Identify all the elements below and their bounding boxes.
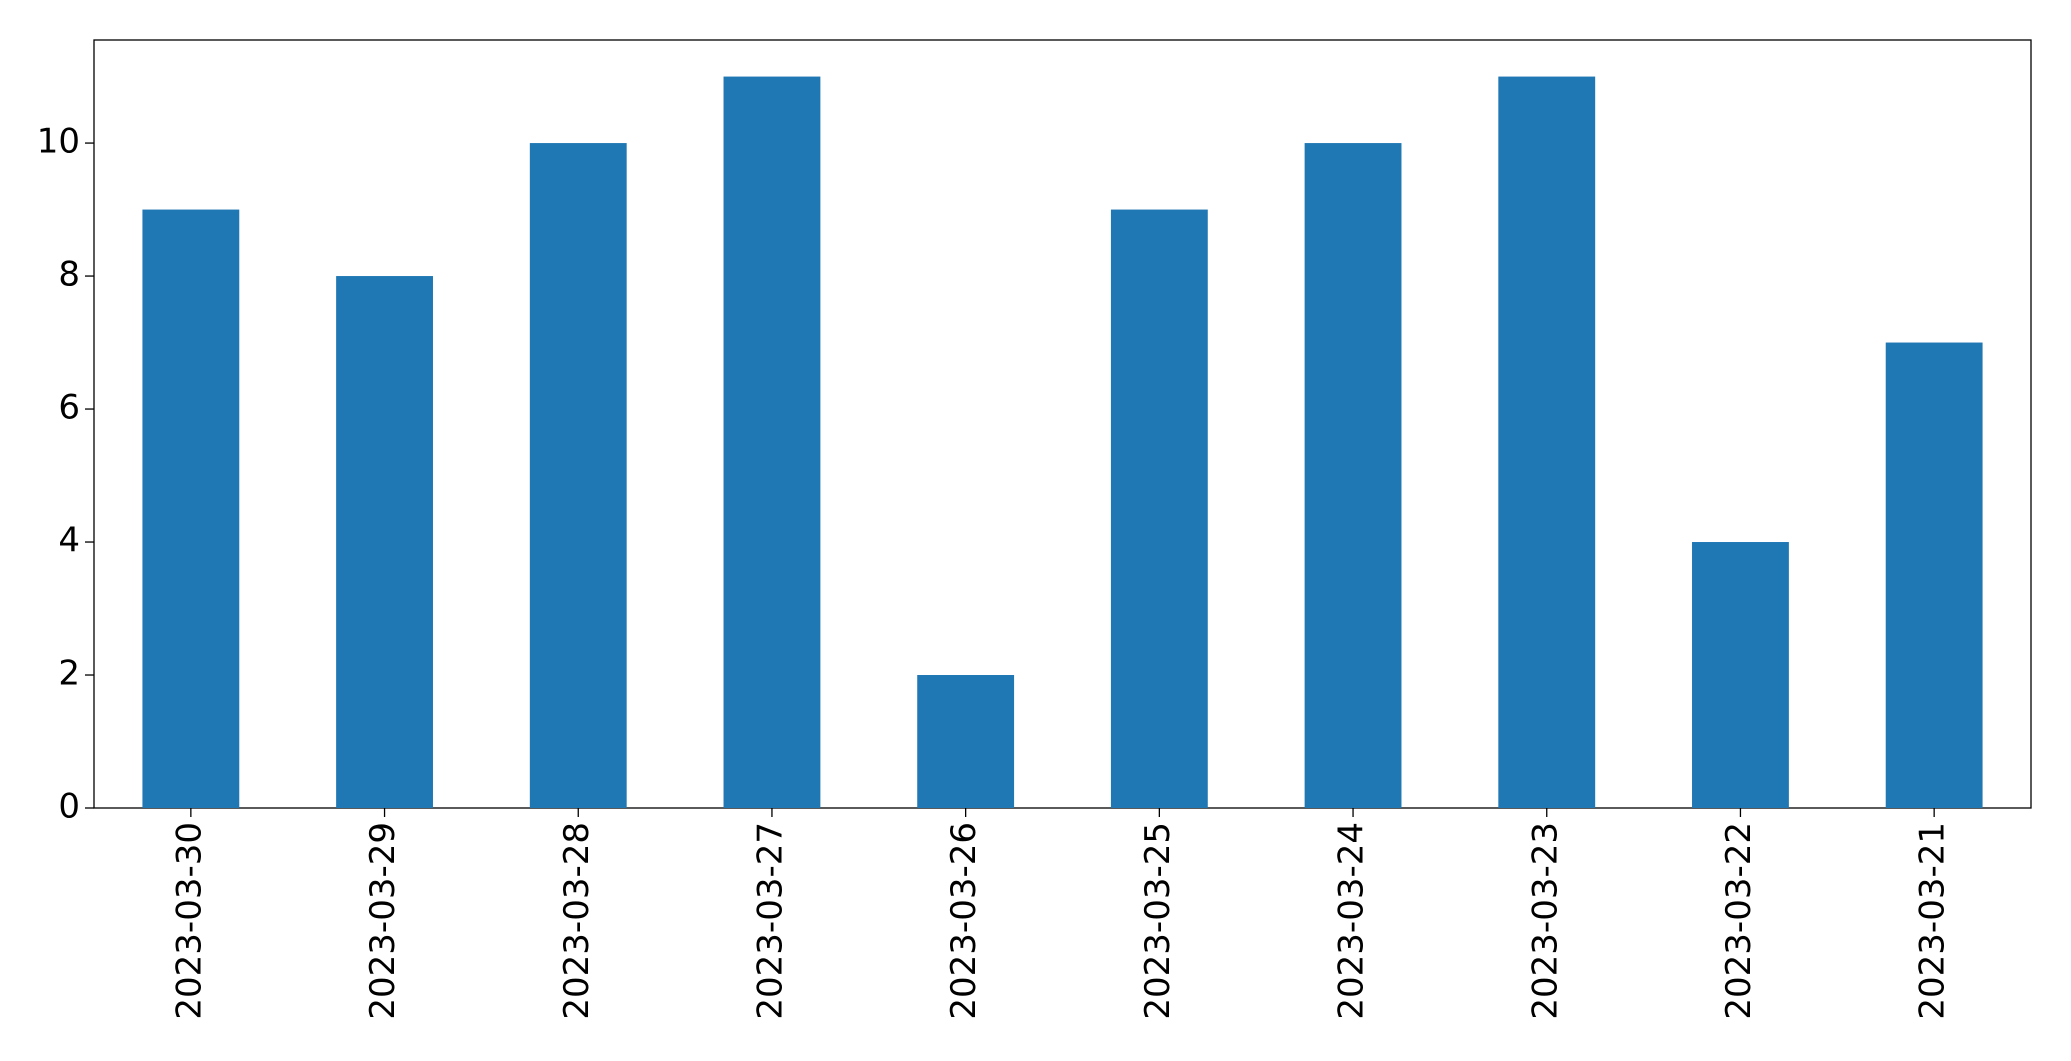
x-tick-label: 2023-03-26	[944, 822, 984, 1020]
y-tick-label: 2	[58, 654, 80, 694]
y-tick-label: 10	[37, 122, 80, 162]
bar	[142, 209, 240, 808]
bar	[723, 76, 821, 809]
x-tick-label: 2023-03-28	[557, 822, 597, 1020]
y-tick-label: 4	[58, 521, 80, 561]
x-tick-label: 2023-03-24	[1332, 822, 1372, 1020]
bar	[529, 143, 627, 808]
bar	[1692, 542, 1789, 808]
bar	[1885, 342, 1983, 808]
bar	[917, 675, 1015, 808]
bar	[1110, 209, 1208, 808]
bar	[336, 276, 433, 808]
x-tick-label: 2023-03-29	[363, 822, 403, 1020]
x-tick-label: 2023-03-30	[169, 822, 209, 1020]
bar	[1498, 76, 1596, 809]
x-tick-label: 2023-03-27	[750, 822, 790, 1020]
x-tick-label: 2023-03-21	[1913, 822, 1953, 1020]
x-tick-label: 2023-03-23	[1525, 822, 1565, 1020]
y-tick-label: 0	[58, 787, 80, 827]
x-tick-label: 2023-03-22	[1719, 822, 1759, 1020]
plot-frame	[93, 39, 2032, 809]
y-tick-label: 6	[58, 388, 80, 428]
y-tick-label: 8	[58, 255, 80, 295]
x-tick-label: 2023-03-25	[1138, 822, 1178, 1020]
bar	[1304, 143, 1402, 808]
